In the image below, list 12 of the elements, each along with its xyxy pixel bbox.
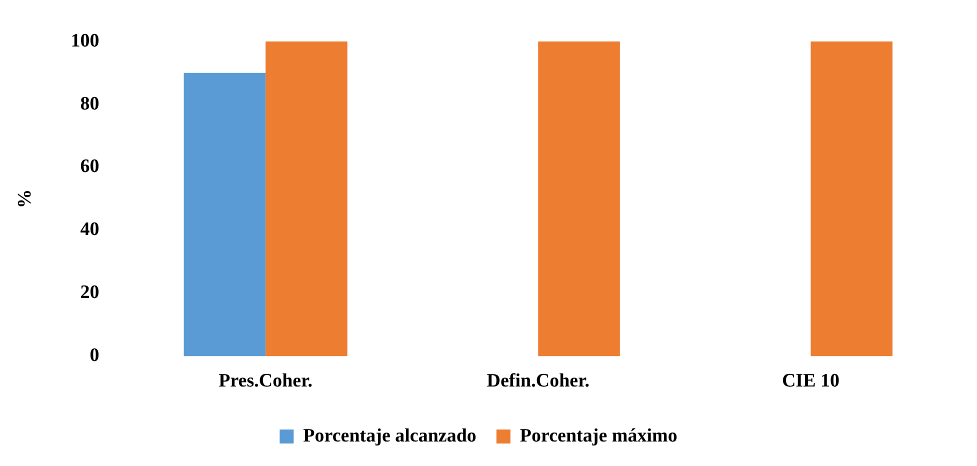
y-axis-title: % — [14, 189, 36, 208]
y-tick-label: 0 — [90, 345, 100, 366]
y-tick-label: 100 — [70, 30, 100, 52]
y-tick-label: 20 — [80, 282, 100, 304]
legend-label: Porcentaje alcanzado — [303, 425, 476, 446]
x-tick-label: Defin.Coher. — [486, 370, 590, 392]
x-tick-label: CIE 10 — [782, 370, 840, 392]
y-tick-label: 80 — [80, 93, 100, 114]
y-tick-label: 60 — [80, 156, 100, 178]
x-tick-label: Pres.Coher. — [218, 370, 313, 392]
y-tick-label: 40 — [80, 219, 100, 240]
legend-label: Porcentaje máximo — [520, 425, 678, 446]
